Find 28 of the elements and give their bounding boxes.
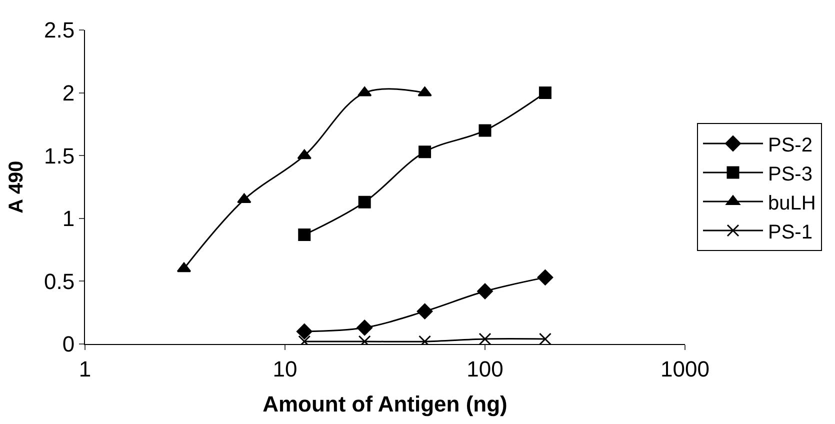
point — [538, 332, 552, 344]
y-axis-title: A 490 — [6, 160, 28, 214]
y-tick-label: 1 — [62, 206, 75, 232]
x-axis-title: Amount of Antigen (ng) — [262, 391, 508, 416]
point — [478, 332, 492, 344]
y-tick-label: 0 — [62, 332, 75, 357]
point — [298, 228, 311, 241]
point — [356, 320, 372, 336]
x-tick-label: 1000 — [660, 356, 710, 382]
point — [358, 196, 371, 208]
point — [478, 124, 492, 137]
point — [477, 283, 493, 300]
x-tick-label: 100 — [466, 356, 504, 382]
legend-label: buLH — [768, 192, 816, 214]
point — [538, 86, 552, 100]
y-tick-label: 2.5 — [44, 18, 75, 43]
point — [296, 324, 312, 340]
point — [537, 270, 554, 286]
legend-label: PS-2 — [768, 134, 812, 156]
y-tick-label: 0.5 — [44, 268, 75, 294]
legend-label: PS-1 — [768, 221, 812, 244]
y-tick-label: 2 — [62, 80, 75, 106]
y-tick-label: 1.5 — [44, 143, 75, 168]
point — [416, 303, 433, 320]
x-tick-label: 10 — [272, 356, 298, 382]
x-tick-label: 1 — [78, 356, 92, 382]
point — [418, 146, 432, 158]
legend-label: PS-3 — [768, 163, 812, 186]
